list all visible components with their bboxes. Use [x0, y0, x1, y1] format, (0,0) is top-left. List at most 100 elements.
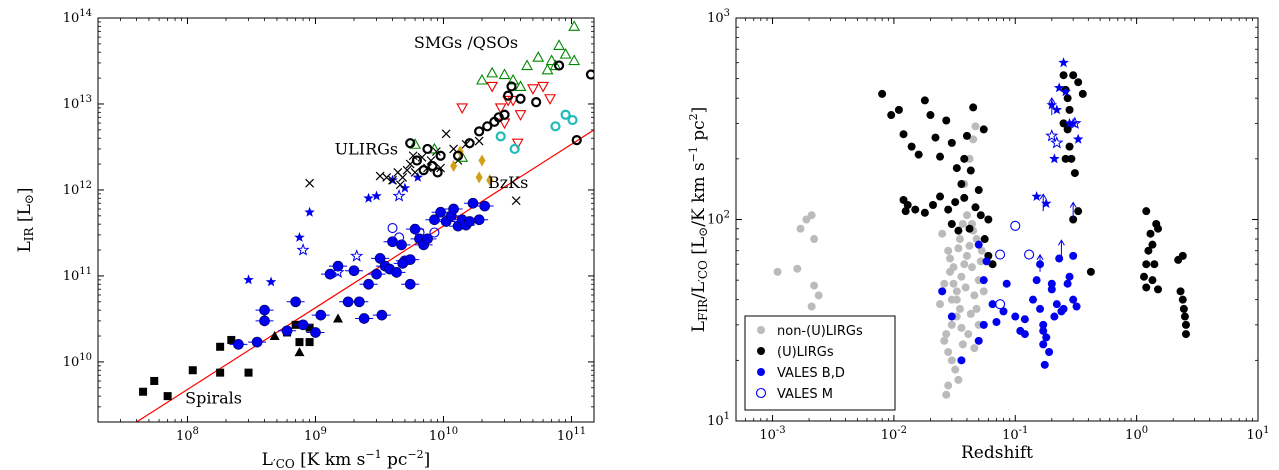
right-point — [949, 263, 958, 272]
right-point — [1010, 220, 1021, 231]
left-point — [553, 39, 565, 50]
left-point — [418, 236, 429, 247]
left-point — [348, 265, 360, 277]
right-point — [974, 336, 983, 345]
right-point — [1020, 315, 1029, 324]
right-y-tick-label: 101 — [707, 411, 730, 429]
left-point — [514, 80, 527, 91]
right-x-tick-exp: -1 — [1019, 425, 1029, 436]
left-point — [259, 304, 270, 316]
right-point — [1070, 169, 1079, 178]
right-x-tick-base: 10 — [881, 428, 898, 443]
right-point — [979, 320, 988, 329]
legend-label: VALES B,D — [777, 366, 845, 381]
left-series-10 — [405, 60, 594, 178]
left-point — [363, 278, 374, 290]
left-point — [363, 192, 374, 203]
right-point — [1045, 348, 1054, 357]
left-point — [408, 151, 418, 161]
right-y-tick-exp: 3 — [724, 8, 730, 19]
right-point — [947, 312, 956, 321]
right-ylabel-part: /K km s — [689, 162, 709, 226]
right-point — [1142, 207, 1151, 216]
right-ylabel-part: ′CO — [696, 260, 710, 282]
left-point — [310, 327, 321, 338]
left-point — [395, 180, 405, 190]
left-point — [265, 276, 277, 287]
left-x-tick-base: 10 — [304, 429, 321, 444]
left-point — [544, 94, 556, 105]
left-frame — [97, 17, 595, 423]
left-point — [499, 109, 510, 120]
left-minor-ticks — [98, 18, 594, 422]
left-point — [521, 59, 534, 71]
left-point — [296, 243, 310, 256]
right-point — [1065, 105, 1074, 114]
right-point — [1078, 89, 1087, 98]
left-point — [216, 342, 225, 351]
left-y-tick-base: 10 — [63, 183, 80, 198]
left-x-tick-base: 10 — [429, 429, 446, 444]
right-series-0 — [773, 122, 988, 399]
right-point — [970, 344, 979, 353]
legend-frame — [744, 315, 896, 411]
left-point — [305, 178, 315, 188]
left-series-2 — [229, 197, 494, 350]
right-point — [1086, 267, 1095, 276]
left-point — [537, 81, 549, 93]
left-ylabel-units: [L — [15, 204, 35, 227]
left-point — [486, 66, 499, 78]
left-point — [304, 206, 315, 217]
right-point — [938, 229, 947, 238]
left-point — [216, 368, 225, 377]
right-point — [1150, 260, 1159, 269]
right-point — [773, 267, 782, 276]
left-y-tick-label: 1013 — [63, 94, 92, 112]
right-point — [955, 304, 964, 313]
left-annotation: SMGs /QSOs — [414, 33, 518, 52]
left-point — [441, 129, 451, 139]
right-x-tick-exp: 1 — [1263, 425, 1269, 436]
right-point — [1031, 191, 1042, 201]
right-point — [954, 375, 963, 384]
left-x-tick-label: 108 — [176, 426, 199, 444]
left-point — [456, 151, 469, 162]
right-x-tick-label: 10-1 — [1002, 425, 1028, 443]
left-point — [358, 313, 370, 324]
right-x-tick-exp: 0 — [1142, 425, 1148, 436]
left-point — [371, 190, 382, 201]
right-point — [807, 302, 816, 311]
left-point — [475, 171, 483, 184]
left-point — [553, 60, 565, 71]
right-point — [1142, 283, 1151, 292]
left-point — [435, 206, 446, 218]
right-point — [931, 133, 940, 142]
right-point — [947, 356, 956, 365]
legend-marker — [757, 347, 765, 355]
left-x-tick-label: 109 — [304, 426, 327, 444]
left-x-tick-exp: 8 — [193, 426, 199, 437]
right-point — [1179, 304, 1188, 313]
right-point — [1067, 117, 1079, 128]
right-point — [810, 235, 819, 244]
right-point — [1178, 295, 1187, 304]
right-point — [1178, 251, 1187, 260]
left-point — [511, 138, 524, 150]
right-point — [992, 317, 1001, 326]
left-series-3 — [387, 223, 440, 247]
right-y-tick-label: 103 — [707, 8, 730, 26]
right-point — [1073, 133, 1084, 144]
left-xlabel-exp1: −1 — [365, 448, 381, 461]
right-point — [972, 304, 981, 313]
right-point — [954, 226, 963, 235]
right-point — [1074, 78, 1083, 87]
left-point — [388, 175, 397, 185]
left-point — [294, 232, 305, 242]
right-point — [969, 103, 978, 112]
left-series-11 — [495, 109, 578, 155]
left-point — [305, 323, 314, 332]
left-point — [486, 174, 494, 187]
right-point — [1061, 154, 1070, 163]
legend-entry: non-(U)LIRGs — [757, 324, 863, 339]
left-x-tick-label: 1011 — [557, 426, 586, 444]
